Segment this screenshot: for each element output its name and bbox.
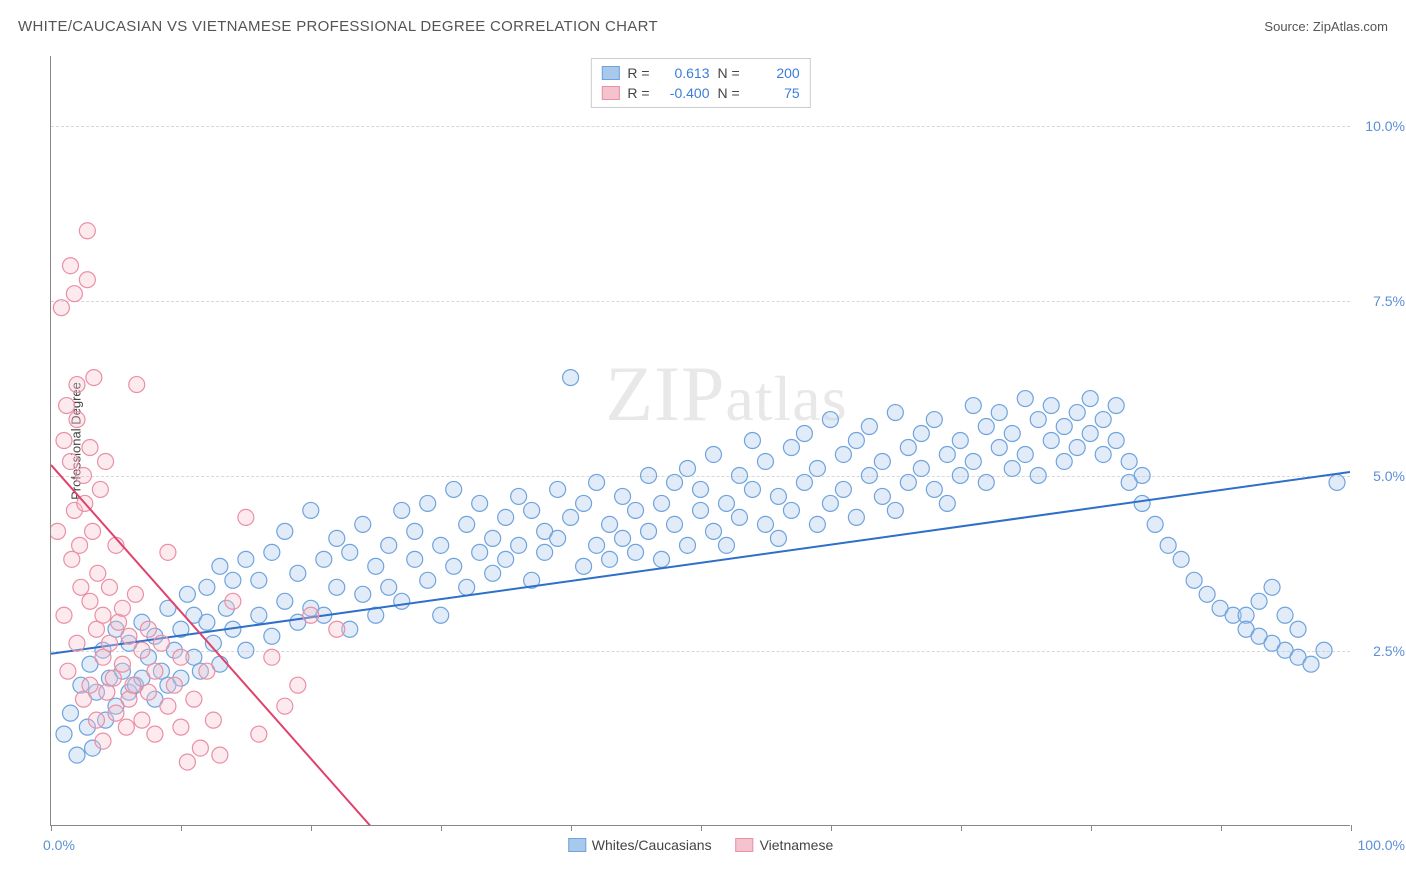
chart-title: WHITE/CAUCASIAN VS VIETNAMESE PROFESSION… (18, 18, 658, 35)
legend-swatch-pink (601, 86, 619, 100)
series-legend: Whites/Caucasians Vietnamese (568, 837, 834, 853)
legend-swatch-blue-icon (568, 838, 586, 852)
legend-row-series-2: R = -0.400 N = 75 (601, 83, 799, 103)
x-axis-label-max: 100.0% (1358, 837, 1405, 853)
x-axis-label-min: 0.0% (43, 837, 75, 853)
legend-item-vietnamese: Vietnamese (736, 837, 834, 853)
chart-header: WHITE/CAUCASIAN VS VIETNAMESE PROFESSION… (18, 18, 1388, 35)
legend-swatch-blue (601, 66, 619, 80)
legend-swatch-pink-icon (736, 838, 754, 852)
chart-plot-area: Professional Degree ZIPatlas R = 0.613 N… (50, 56, 1350, 826)
legend-item-whites: Whites/Caucasians (568, 837, 712, 853)
correlation-legend: R = 0.613 N = 200 R = -0.400 N = 75 (590, 58, 810, 108)
legend-row-series-1: R = 0.613 N = 200 (601, 63, 799, 83)
scatter-plot-svg (51, 56, 1350, 825)
source-attribution: Source: ZipAtlas.com (1264, 19, 1388, 34)
